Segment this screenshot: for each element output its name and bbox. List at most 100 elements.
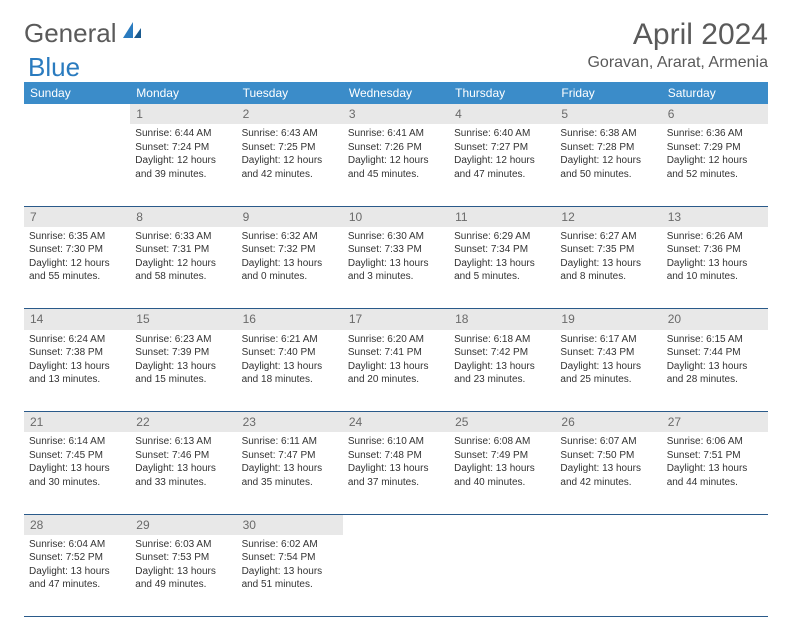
- day-cell: Sunrise: 6:15 AMSunset: 7:44 PMDaylight:…: [662, 330, 768, 412]
- sunset-text: Sunset: 7:45 PM: [29, 449, 125, 463]
- daylight-text: Daylight: 12 hours: [560, 154, 656, 168]
- daynum-row: 123456: [24, 104, 768, 124]
- day-cell: Sunrise: 6:23 AMSunset: 7:39 PMDaylight:…: [130, 330, 236, 412]
- day-cell: [343, 535, 449, 617]
- daylight-text: and 47 minutes.: [29, 578, 125, 592]
- sunset-text: Sunset: 7:49 PM: [454, 449, 550, 463]
- day-cell: Sunrise: 6:11 AMSunset: 7:47 PMDaylight:…: [237, 432, 343, 514]
- day-number: 26: [561, 415, 574, 429]
- sunrise-text: Sunrise: 6:17 AM: [560, 333, 656, 347]
- daynum-cell: 21: [24, 412, 130, 433]
- daynum-cell: 7: [24, 206, 130, 227]
- daynum-cell: 30: [237, 514, 343, 535]
- daylight-text: Daylight: 13 hours: [348, 257, 444, 271]
- daylight-text: and 42 minutes.: [242, 168, 338, 182]
- day-number: 2: [243, 107, 250, 121]
- daylight-text: Daylight: 13 hours: [667, 257, 763, 271]
- day-cell: Sunrise: 6:03 AMSunset: 7:53 PMDaylight:…: [130, 535, 236, 617]
- daylight-text: Daylight: 13 hours: [348, 360, 444, 374]
- daylight-text: and 0 minutes.: [242, 270, 338, 284]
- sunset-text: Sunset: 7:33 PM: [348, 243, 444, 257]
- sunrise-text: Sunrise: 6:29 AM: [454, 230, 550, 244]
- day-cell: Sunrise: 6:44 AMSunset: 7:24 PMDaylight:…: [130, 124, 236, 206]
- week-row: Sunrise: 6:44 AMSunset: 7:24 PMDaylight:…: [24, 124, 768, 206]
- daylight-text: Daylight: 12 hours: [667, 154, 763, 168]
- daylight-text: Daylight: 13 hours: [667, 360, 763, 374]
- sunset-text: Sunset: 7:44 PM: [667, 346, 763, 360]
- day-number: 8: [136, 210, 143, 224]
- daylight-text: Daylight: 13 hours: [560, 360, 656, 374]
- daylight-text: Daylight: 13 hours: [242, 565, 338, 579]
- daylight-text: Daylight: 12 hours: [454, 154, 550, 168]
- daynum-cell: 3: [343, 104, 449, 124]
- day-header: Monday: [130, 82, 236, 104]
- day-number: 14: [30, 312, 43, 326]
- sunset-text: Sunset: 7:31 PM: [135, 243, 231, 257]
- sunrise-text: Sunrise: 6:32 AM: [242, 230, 338, 244]
- day-number: 12: [561, 210, 574, 224]
- daylight-text: Daylight: 13 hours: [560, 257, 656, 271]
- sunset-text: Sunset: 7:40 PM: [242, 346, 338, 360]
- month-title: April 2024: [587, 18, 768, 52]
- daylight-text: Daylight: 13 hours: [667, 462, 763, 476]
- day-cell: Sunrise: 6:18 AMSunset: 7:42 PMDaylight:…: [449, 330, 555, 412]
- daylight-text: and 25 minutes.: [560, 373, 656, 387]
- day-number: 9: [243, 210, 250, 224]
- daylight-text: Daylight: 13 hours: [454, 462, 550, 476]
- sunset-text: Sunset: 7:27 PM: [454, 141, 550, 155]
- day-number: 24: [349, 415, 362, 429]
- sunset-text: Sunset: 7:39 PM: [135, 346, 231, 360]
- sunset-text: Sunset: 7:30 PM: [29, 243, 125, 257]
- daylight-text: Daylight: 13 hours: [454, 257, 550, 271]
- sail-icon: [121, 20, 143, 47]
- day-cell: Sunrise: 6:26 AMSunset: 7:36 PMDaylight:…: [662, 227, 768, 309]
- daynum-cell: 27: [662, 412, 768, 433]
- daynum-cell: 15: [130, 309, 236, 330]
- sunset-text: Sunset: 7:24 PM: [135, 141, 231, 155]
- daylight-text: and 3 minutes.: [348, 270, 444, 284]
- daynum-cell: 5: [555, 104, 661, 124]
- sunset-text: Sunset: 7:46 PM: [135, 449, 231, 463]
- day-cell: [24, 124, 130, 206]
- daynum-cell: 6: [662, 104, 768, 124]
- day-cell: Sunrise: 6:43 AMSunset: 7:25 PMDaylight:…: [237, 124, 343, 206]
- daynum-cell: [24, 104, 130, 124]
- daynum-cell: [555, 514, 661, 535]
- day-cell: Sunrise: 6:29 AMSunset: 7:34 PMDaylight:…: [449, 227, 555, 309]
- day-number: 17: [349, 312, 362, 326]
- daylight-text: and 15 minutes.: [135, 373, 231, 387]
- daylight-text: Daylight: 12 hours: [135, 257, 231, 271]
- daylight-text: and 47 minutes.: [454, 168, 550, 182]
- day-header: Sunday: [24, 82, 130, 104]
- calendar-body: 123456Sunrise: 6:44 AMSunset: 7:24 PMDay…: [24, 104, 768, 617]
- daylight-text: Daylight: 13 hours: [29, 565, 125, 579]
- day-cell: [555, 535, 661, 617]
- sunrise-text: Sunrise: 6:33 AM: [135, 230, 231, 244]
- sunset-text: Sunset: 7:25 PM: [242, 141, 338, 155]
- day-number: 25: [455, 415, 468, 429]
- day-number: 30: [243, 518, 256, 532]
- sunrise-text: Sunrise: 6:21 AM: [242, 333, 338, 347]
- daylight-text: Daylight: 13 hours: [454, 360, 550, 374]
- day-cell: Sunrise: 6:08 AMSunset: 7:49 PMDaylight:…: [449, 432, 555, 514]
- daynum-cell: 20: [662, 309, 768, 330]
- sunset-text: Sunset: 7:47 PM: [242, 449, 338, 463]
- day-number: 4: [455, 107, 462, 121]
- day-number: 20: [668, 312, 681, 326]
- day-number: 21: [30, 415, 43, 429]
- sunrise-text: Sunrise: 6:26 AM: [667, 230, 763, 244]
- daynum-cell: 1: [130, 104, 236, 124]
- daynum-cell: 12: [555, 206, 661, 227]
- sunrise-text: Sunrise: 6:43 AM: [242, 127, 338, 141]
- week-row: Sunrise: 6:24 AMSunset: 7:38 PMDaylight:…: [24, 330, 768, 412]
- day-header: Friday: [555, 82, 661, 104]
- day-number: 15: [136, 312, 149, 326]
- day-cell: Sunrise: 6:35 AMSunset: 7:30 PMDaylight:…: [24, 227, 130, 309]
- daynum-cell: 22: [130, 412, 236, 433]
- day-number: 10: [349, 210, 362, 224]
- day-number: 5: [561, 107, 568, 121]
- daylight-text: and 51 minutes.: [242, 578, 338, 592]
- daynum-cell: 23: [237, 412, 343, 433]
- location: Goravan, Ararat, Armenia: [587, 54, 768, 72]
- sunrise-text: Sunrise: 6:04 AM: [29, 538, 125, 552]
